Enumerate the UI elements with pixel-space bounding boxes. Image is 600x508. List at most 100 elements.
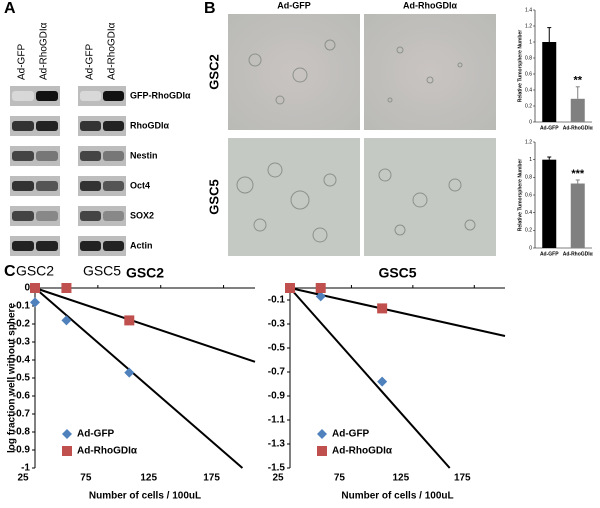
y-tick-label: -1.1: [268, 415, 286, 426]
lane-label: Ad-RhoGDIα: [107, 22, 118, 80]
x-tick-label: 125: [393, 473, 410, 484]
annotation: ***: [571, 168, 585, 180]
x-axis-label: Number of cells / 100uL: [341, 491, 453, 502]
y-tick-label: -1.3: [268, 439, 286, 450]
x-axis-label: Number of cells / 100uL: [89, 491, 201, 502]
row-label: Oct4: [130, 180, 150, 190]
chart-title: GSC2: [126, 265, 164, 281]
panel-label: B: [204, 0, 216, 17]
blot-band: [12, 181, 34, 191]
y-axis-label: Relative Tumorsphere Number: [517, 159, 523, 231]
y-tick-label: -1: [21, 463, 30, 474]
fit-line: [34, 287, 244, 469]
y-tick-label: 1.2: [525, 139, 532, 145]
marker: [30, 297, 40, 308]
marker: [285, 283, 295, 293]
fit-line: [34, 287, 256, 363]
x-tick-label: Ad-GFP: [540, 125, 559, 131]
marker: [377, 376, 388, 387]
bar: [542, 42, 557, 122]
cell-line-label: GSC2: [16, 263, 54, 279]
blot-band: [36, 151, 58, 161]
y-tick-label: 0: [529, 245, 532, 251]
y-axis-label: log fraction well without sphere: [7, 303, 18, 453]
blot-band: [80, 91, 101, 101]
x-tick-label: 25: [272, 473, 284, 484]
y-tick-label: -0.7: [268, 367, 286, 378]
row-label: Nestin: [130, 150, 158, 160]
y-tick-label: 0.2: [525, 228, 532, 234]
marker: [124, 367, 135, 378]
x-tick-label: Ad-RhoGDIα: [563, 125, 594, 131]
legend-marker: [62, 429, 72, 439]
legend-label: Ad-RhoGDIα: [332, 446, 393, 457]
y-tick-label: -0.9: [13, 445, 31, 456]
blot-band: [80, 121, 101, 131]
blot-band: [80, 151, 101, 161]
x-tick-label: 75: [80, 473, 92, 484]
row-label: RhoGDIα: [130, 120, 169, 130]
y-tick-label: -0.3: [13, 337, 31, 348]
legend-label: Ad-GFP: [77, 429, 115, 440]
row-label: SOX2: [130, 210, 154, 220]
blot-band: [12, 121, 34, 131]
row-header: GSC5: [206, 179, 221, 214]
chart-title: GSC5: [378, 265, 416, 281]
x-tick-label: 175: [454, 473, 471, 484]
blot-band: [80, 211, 101, 221]
x-tick-label: 125: [140, 473, 157, 484]
y-tick-label: -0.9: [268, 391, 286, 402]
y-tick-label: 0: [24, 283, 30, 294]
marker: [61, 283, 72, 293]
micrograph: [228, 138, 360, 256]
y-tick-label: -0.6: [13, 391, 31, 402]
blot-band: [103, 211, 124, 221]
y-tick-label: 0.8: [525, 175, 532, 181]
legend-label: Ad-GFP: [332, 429, 370, 440]
blot-band: [36, 91, 58, 101]
panel-label: C: [4, 263, 16, 280]
marker: [61, 315, 72, 326]
marker: [315, 283, 326, 293]
y-tick-label: -0.3: [268, 319, 286, 330]
bar: [570, 183, 585, 248]
marker: [124, 315, 135, 326]
y-tick-label: -0.5: [268, 343, 286, 354]
legend-marker: [62, 446, 72, 456]
fit-line: [289, 287, 506, 337]
x-tick-label: 75: [334, 473, 346, 484]
y-tick-label: 0.6: [525, 192, 532, 198]
y-tick-label: 0: [529, 119, 532, 125]
legend-marker: [317, 429, 327, 439]
row-label: GFP-RhoGDIα: [130, 90, 191, 100]
y-tick-label: -1.5: [268, 463, 286, 474]
x-tick-label: Ad-RhoGDIα: [563, 251, 594, 257]
blot-band: [12, 91, 34, 101]
panel-label: A: [4, 0, 16, 17]
y-tick-label: 0.8: [525, 55, 532, 61]
lane-label: Ad-RhoGDIα: [39, 22, 50, 80]
y-tick-label: 0.4: [525, 210, 532, 216]
y-tick-label: 1.4: [525, 7, 532, 13]
blot-band: [103, 91, 124, 101]
bar: [542, 159, 557, 248]
lane-label: Ad-GFP: [85, 44, 96, 80]
blot-band: [36, 181, 58, 191]
annotation: **: [573, 75, 582, 87]
marker: [30, 283, 40, 293]
legend-label: Ad-RhoGDIα: [77, 446, 138, 457]
cell-line-label: GSC5: [83, 263, 121, 279]
blot-band: [103, 181, 124, 191]
blot-band: [103, 241, 124, 251]
y-tick-label: -0.8: [13, 427, 31, 438]
micrograph: [364, 138, 496, 256]
bar: [570, 98, 585, 122]
y-tick-label: 0.2: [525, 103, 532, 109]
column-header: Ad-GFP: [277, 0, 311, 10]
blot-band: [80, 241, 101, 251]
y-tick-label: 1: [529, 39, 532, 45]
blot-band: [12, 241, 34, 251]
y-tick-label: -0.1: [13, 301, 31, 312]
blot-band: [12, 211, 34, 221]
y-tick-label: 1: [529, 157, 532, 163]
